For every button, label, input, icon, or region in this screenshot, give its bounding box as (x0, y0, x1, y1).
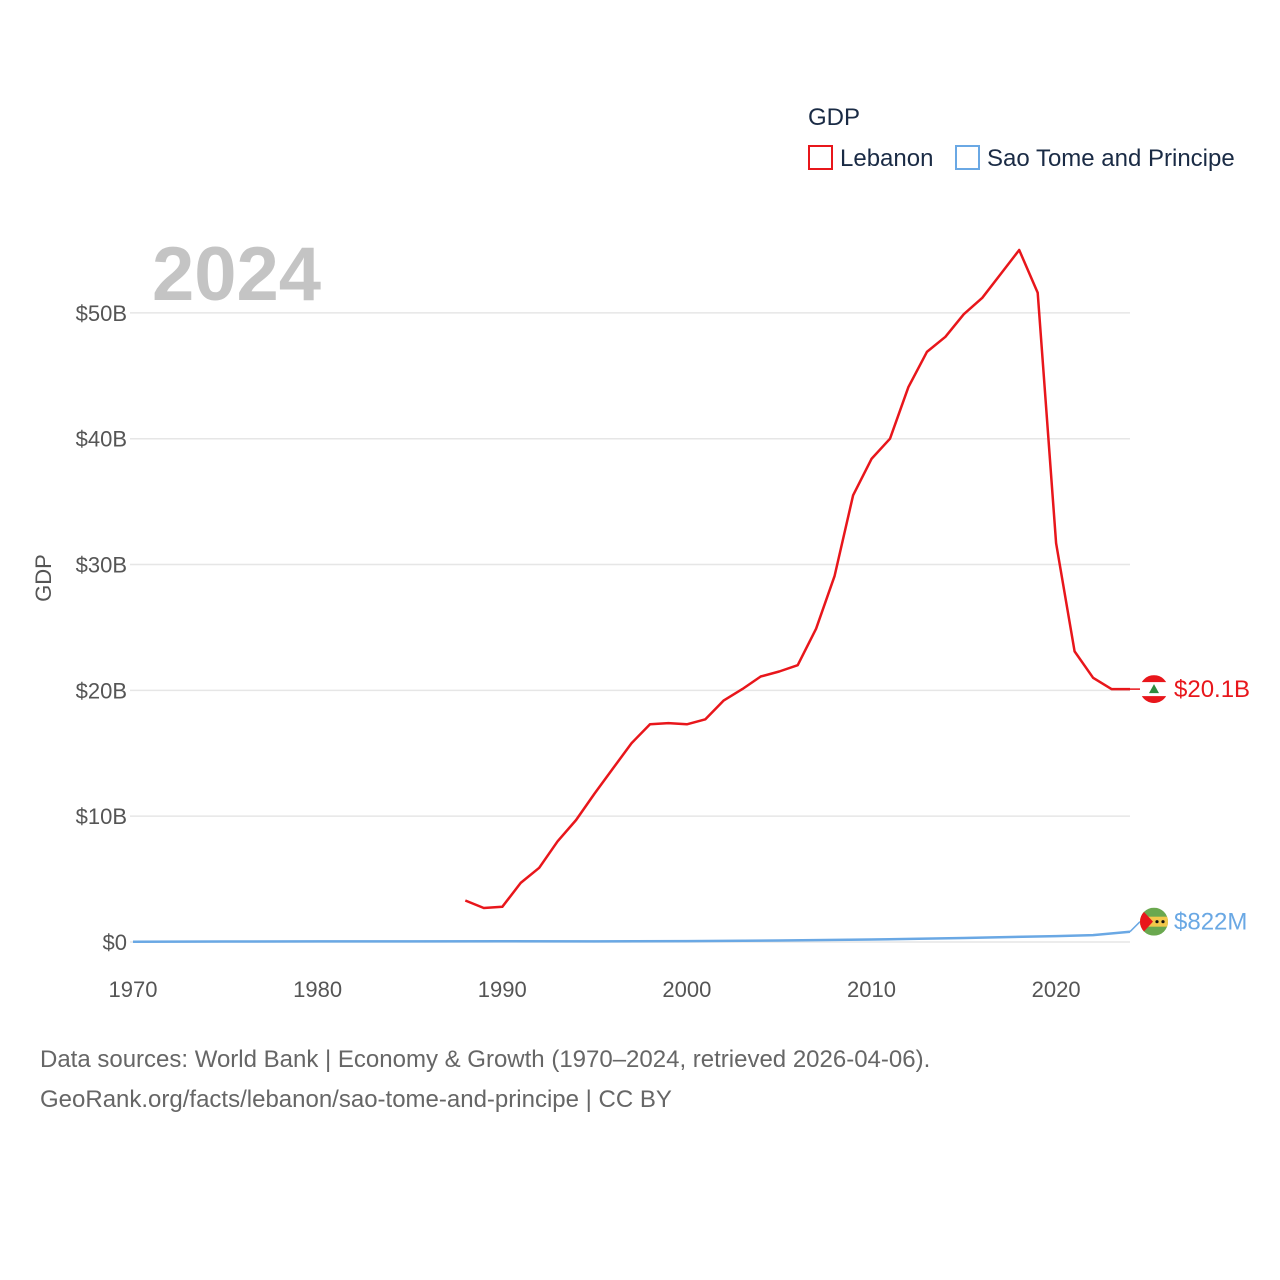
y-axis-title: GDP (31, 554, 56, 602)
flag-yellow (1140, 916, 1168, 927)
flag-red-bottom (1140, 696, 1168, 704)
legend-entry-sao-tome[interactable]: Sao Tome and Principe (987, 145, 1235, 172)
legend-swatch-lebanon[interactable] (808, 145, 833, 170)
x-tick-label: 1970 (109, 977, 158, 1002)
x-tick-label: 2010 (847, 977, 896, 1002)
y-tick-label: $0 (103, 930, 127, 955)
legend-swatch-sao-tome[interactable] (955, 145, 980, 170)
gdp-line-chart: $0 $10B $20B $30B $40B $50B 1970 1980 1990 2000 2… (31, 104, 1250, 1002)
lebanon-end-label: $20.1B (1174, 676, 1250, 703)
legend-title: GDP (808, 104, 860, 131)
series-lines (132, 248, 1131, 943)
y-tick-label: $50B (76, 301, 127, 326)
source-line-1: Data sources: World Bank | Economy & Gro… (40, 1046, 931, 1073)
flag-red-triangle (1140, 907, 1153, 936)
y-tick-label: $40B (76, 427, 127, 452)
year-label: 2024 (152, 232, 321, 317)
sao-tome-end-connector (1129, 921, 1141, 933)
series-line-lebanon (464, 248, 1130, 910)
sao-tome-end-label: $822M (1174, 909, 1247, 936)
y-tick-label: $20B (76, 678, 127, 703)
star-icon (1155, 920, 1159, 924)
legend: GDP Lebanon Sao Tome and Principe (808, 104, 1235, 172)
y-tick-label: $10B (76, 804, 127, 829)
y-tick-label: $30B (76, 553, 127, 578)
source-line-2[interactable]: GeoRank.org/facts/lebanon/sao-tome-and-p… (40, 1086, 672, 1113)
x-tick-label: 2020 (1032, 977, 1081, 1002)
end-markers: $20.1B $822M (1111, 675, 1250, 936)
x-tick-label: 2000 (662, 977, 711, 1002)
source-note: Data sources: World Bank | Economy & Gro… (40, 1040, 930, 1120)
y-axis: $0 $10B $20B $30B $40B $50B (76, 301, 127, 955)
x-tick-label: 1990 (478, 977, 527, 1002)
flag-red-top (1140, 675, 1168, 683)
x-axis: 1970 1980 1990 2000 2010 2020 (109, 977, 1081, 1002)
cedar-icon (1149, 684, 1159, 694)
lebanon-flag-icon (1140, 675, 1168, 704)
sao-tome-flag-icon (1140, 907, 1168, 936)
series-line-sao-tome (132, 930, 1131, 943)
y-gridlines (130, 312, 1130, 943)
star-icon (1161, 920, 1165, 924)
legend-entry-lebanon[interactable]: Lebanon (840, 145, 933, 172)
x-tick-label: 1980 (293, 977, 342, 1002)
